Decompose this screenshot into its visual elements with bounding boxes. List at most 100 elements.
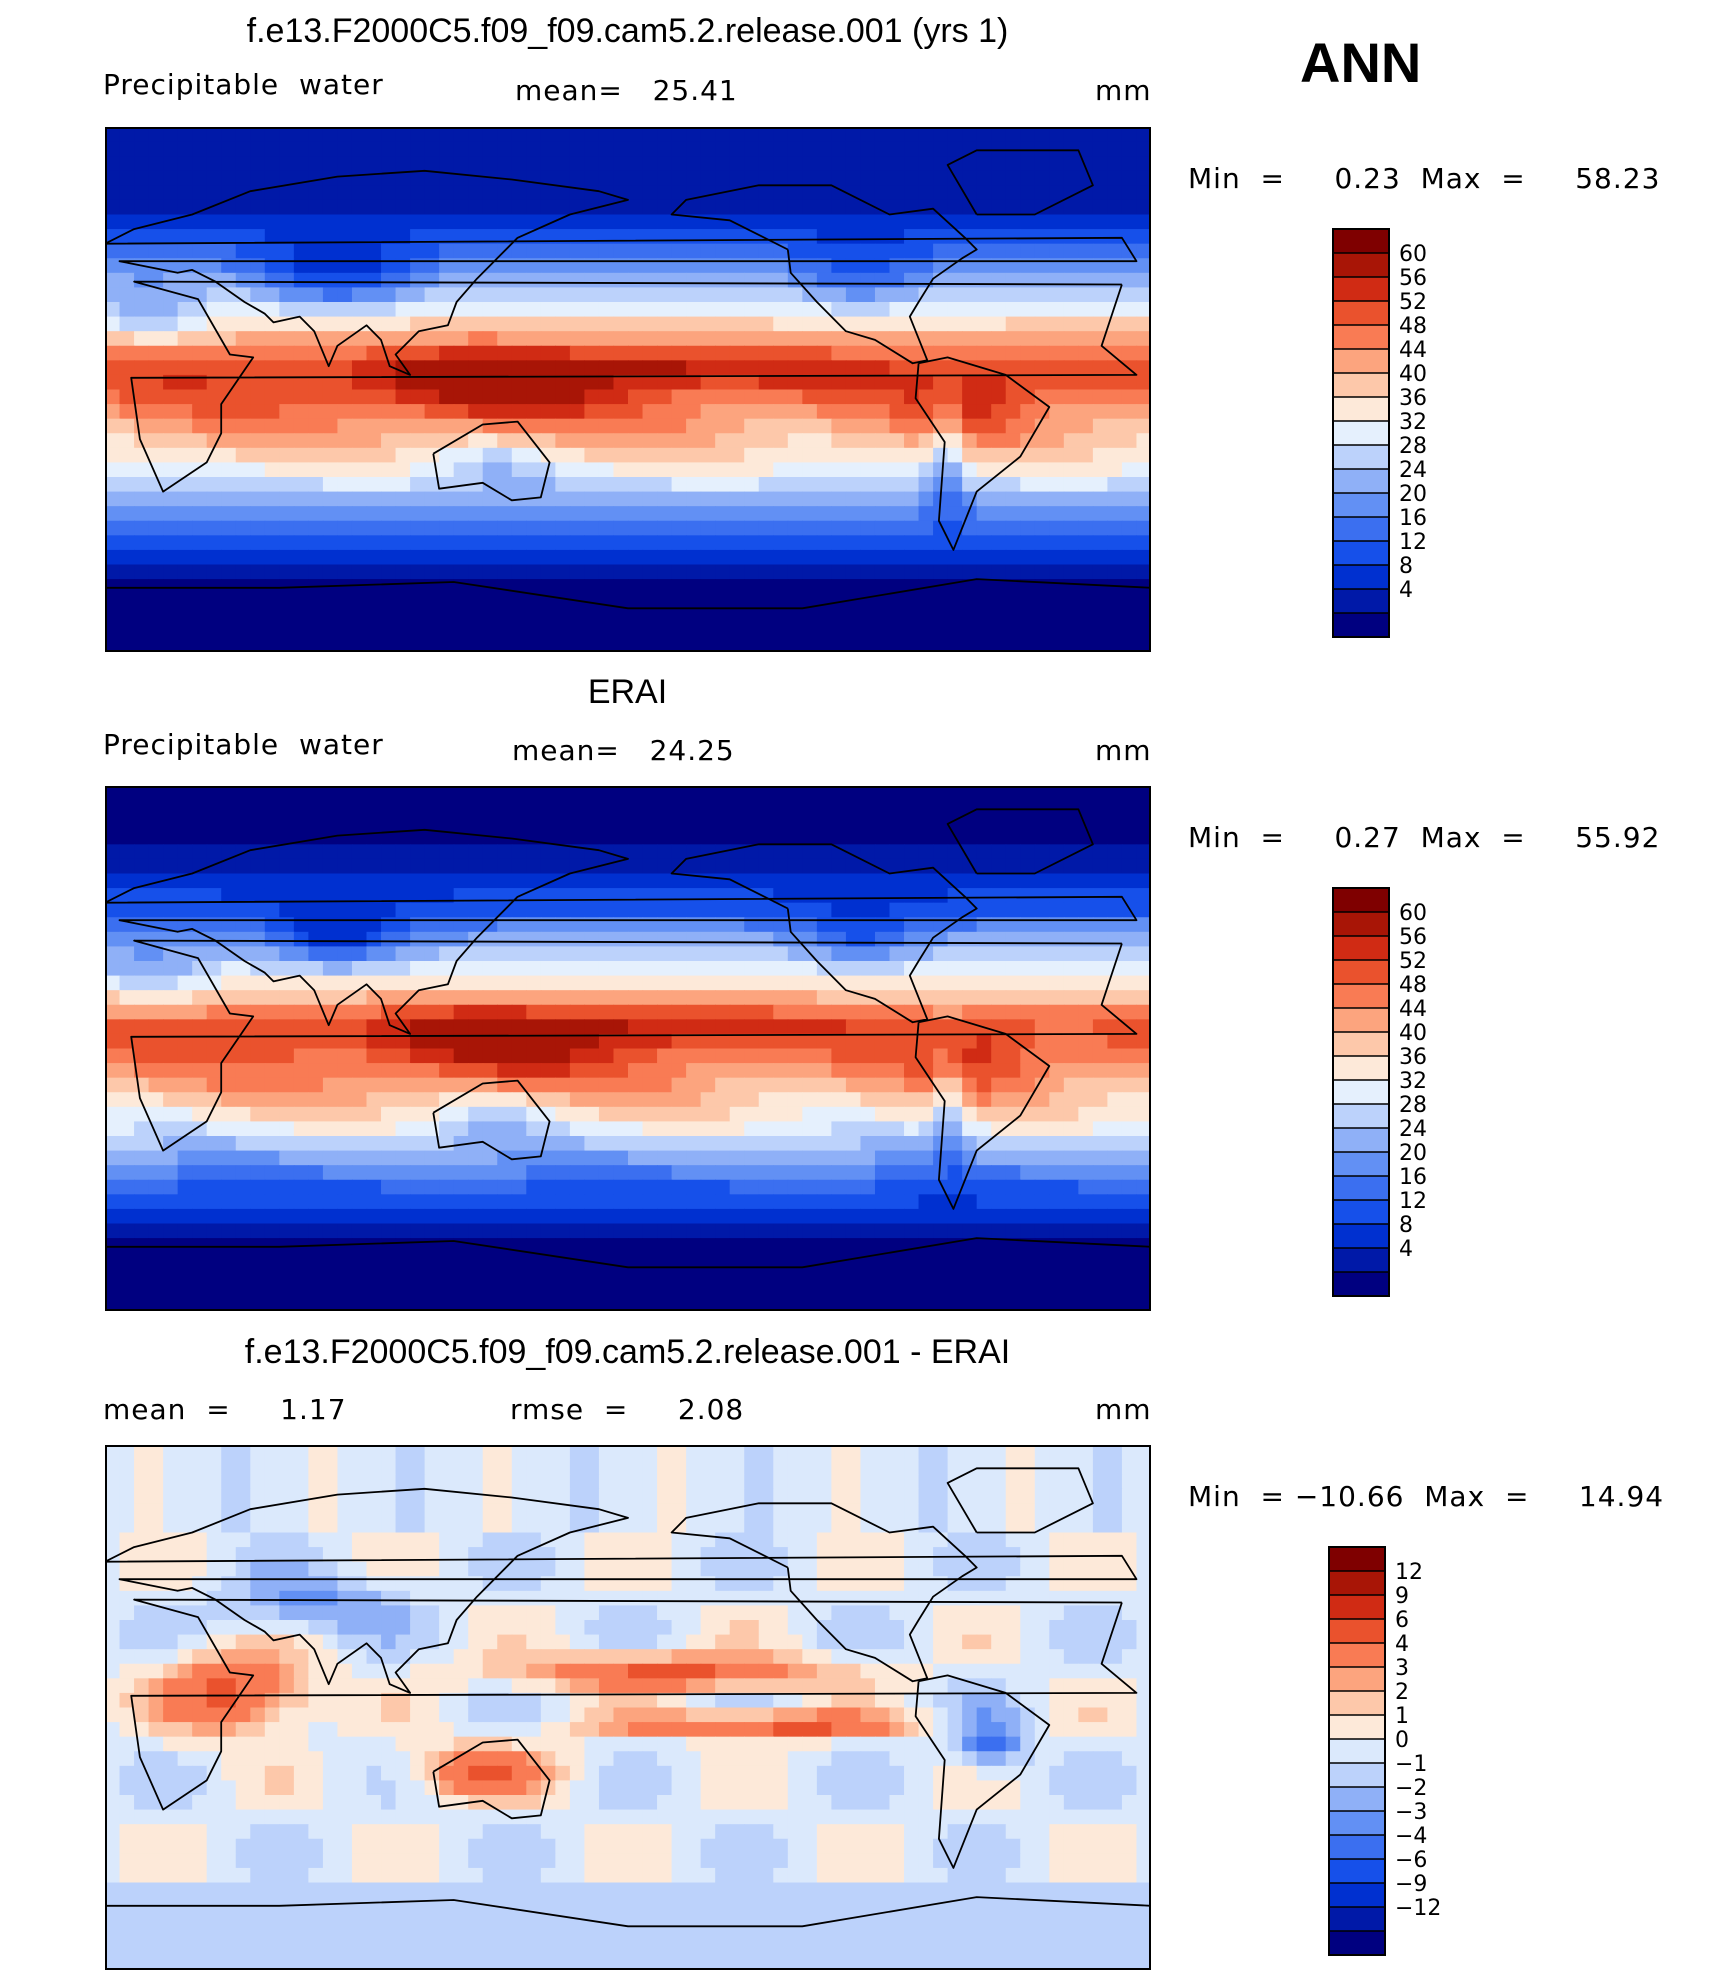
colorbar-tick-label: 24	[1399, 458, 1427, 483]
colorbar-box	[1333, 349, 1389, 374]
colorbar-box	[1333, 421, 1389, 446]
panel3-title: f.e13.F2000C5.f09_f09.cam5.2.release.001…	[105, 1333, 1150, 1372]
map-field	[105, 1445, 1151, 1970]
colorbar-tick-label: 8	[1399, 554, 1413, 579]
colorbar-box	[1333, 1032, 1389, 1057]
colorbar-tick-label: 3	[1395, 1656, 1409, 1681]
map-field	[105, 127, 1151, 652]
colorbar-box	[1333, 984, 1389, 1009]
colorbar-tick-label: 44	[1399, 997, 1427, 1022]
colorbar-box	[1333, 1104, 1389, 1129]
colorbar-tick-label: 12	[1399, 530, 1427, 555]
colorbar-box	[1333, 1200, 1389, 1225]
panel1-mean-label: mean= 25.41	[515, 74, 738, 107]
colorbar-tick-label: 56	[1399, 266, 1427, 291]
map-field	[105, 786, 1151, 1311]
colorbar-tick-label: 4	[1395, 1632, 1409, 1657]
colorbar-box	[1333, 301, 1389, 326]
colorbar-tick-label: 28	[1399, 434, 1427, 459]
colorbar-box	[1329, 1595, 1385, 1620]
colorbar-tick-label: 4	[1399, 1237, 1413, 1262]
panel3-rmse-label: rmse = 2.08	[510, 1393, 744, 1426]
colorbar-tick-label: −1	[1395, 1752, 1427, 1777]
colorbar-tick-label: −4	[1395, 1824, 1427, 1849]
colorbar-tick-label: 0	[1395, 1728, 1409, 1753]
colorbar-box	[1333, 541, 1389, 566]
colorbar-box	[1333, 912, 1389, 937]
colorbar-box	[1333, 1056, 1389, 1081]
colorbar-tick-label: 52	[1399, 290, 1427, 315]
colorbar-box	[1333, 1224, 1389, 1249]
colorbar-tick-label: 56	[1399, 925, 1427, 950]
colorbar-box	[1333, 1008, 1389, 1033]
colorbar-box	[1333, 1272, 1389, 1297]
colorbar-tick-label: 28	[1399, 1093, 1427, 1118]
colorbar-tick-label: 12	[1395, 1560, 1423, 1585]
colorbar-box	[1329, 1667, 1385, 1692]
colorbar-box	[1333, 613, 1389, 638]
colorbar-box	[1333, 517, 1389, 542]
panel2-units-label: mm	[1095, 734, 1152, 767]
colorbar-box	[1329, 1739, 1385, 1764]
colorbar-tick-label: 52	[1399, 949, 1427, 974]
colorbar-box	[1333, 589, 1389, 614]
colorbar-box	[1329, 1859, 1385, 1884]
panel3-minmax: Min = −10.66 Max = 14.94	[1188, 1480, 1664, 1513]
colorbar-tick-label: 20	[1399, 1141, 1427, 1166]
colorbar-box	[1329, 1715, 1385, 1740]
panel2-mean-label: mean= 24.25	[512, 734, 735, 767]
season-label: ANN	[1300, 30, 1421, 95]
panel2-variable-label: Precipitable water	[103, 728, 384, 761]
colorbar-box	[1329, 1931, 1385, 1956]
colorbar-tick-label: 48	[1399, 314, 1427, 339]
colorbar-tick-label: −2	[1395, 1776, 1427, 1801]
panel2-map	[105, 786, 1151, 1311]
colorbar-box	[1329, 1907, 1385, 1932]
colorbar-box	[1333, 445, 1389, 470]
colorbar-tick-label: 36	[1399, 1045, 1427, 1070]
colorbar-tick-label: 1	[1395, 1704, 1409, 1729]
colorbar-box	[1333, 888, 1389, 913]
colorbar-tick-label: 44	[1399, 338, 1427, 363]
colorbar-tick-label: 9	[1395, 1584, 1409, 1609]
colorbar-tick-label: 2	[1395, 1680, 1409, 1705]
colorbar-box	[1333, 277, 1389, 302]
colorbar-box	[1333, 373, 1389, 398]
colorbar-tick-label: 32	[1399, 410, 1427, 435]
colorbar-tick-label: 40	[1399, 1021, 1427, 1046]
colorbar-box	[1333, 493, 1389, 518]
colorbar-tick-label: 36	[1399, 386, 1427, 411]
colorbar-tick-label: 24	[1399, 1117, 1427, 1142]
colorbar-box	[1329, 1571, 1385, 1596]
colorbar-box	[1329, 1835, 1385, 1860]
colorbar-tick-label: 16	[1399, 1165, 1427, 1190]
panel1-minmax: Min = 0.23 Max = 58.23	[1188, 162, 1660, 195]
colorbar-box	[1333, 960, 1389, 985]
colorbar-box	[1333, 397, 1389, 422]
colorbar-tick-label: 40	[1399, 362, 1427, 387]
colorbar-tick-label: −3	[1395, 1800, 1427, 1825]
colorbar-tick-label: 12	[1399, 1189, 1427, 1214]
colorbar-box	[1333, 469, 1389, 494]
colorbar-box	[1333, 1176, 1389, 1201]
colorbar-box	[1329, 1763, 1385, 1788]
colorbar-box	[1333, 936, 1389, 961]
panel3-map	[105, 1445, 1151, 1970]
colorbar-tick-label: −12	[1395, 1896, 1441, 1921]
colorbar-box	[1329, 1883, 1385, 1908]
colorbar-tick-label: 48	[1399, 973, 1427, 998]
colorbar-box	[1333, 1080, 1389, 1105]
colorbar-box	[1333, 565, 1389, 590]
panel1-map	[105, 127, 1151, 652]
colorbar-box	[1333, 1248, 1389, 1273]
colorbar-box	[1333, 229, 1389, 254]
colorbar-tick-label: 60	[1399, 242, 1427, 267]
panel1-variable-label: Precipitable water	[103, 68, 384, 101]
panel1-units-label: mm	[1095, 74, 1152, 107]
colorbar-tick-label: 60	[1399, 901, 1427, 926]
colorbar-box	[1333, 325, 1389, 350]
colorbar-box	[1333, 1128, 1389, 1153]
colorbar-tick-label: 20	[1399, 482, 1427, 507]
